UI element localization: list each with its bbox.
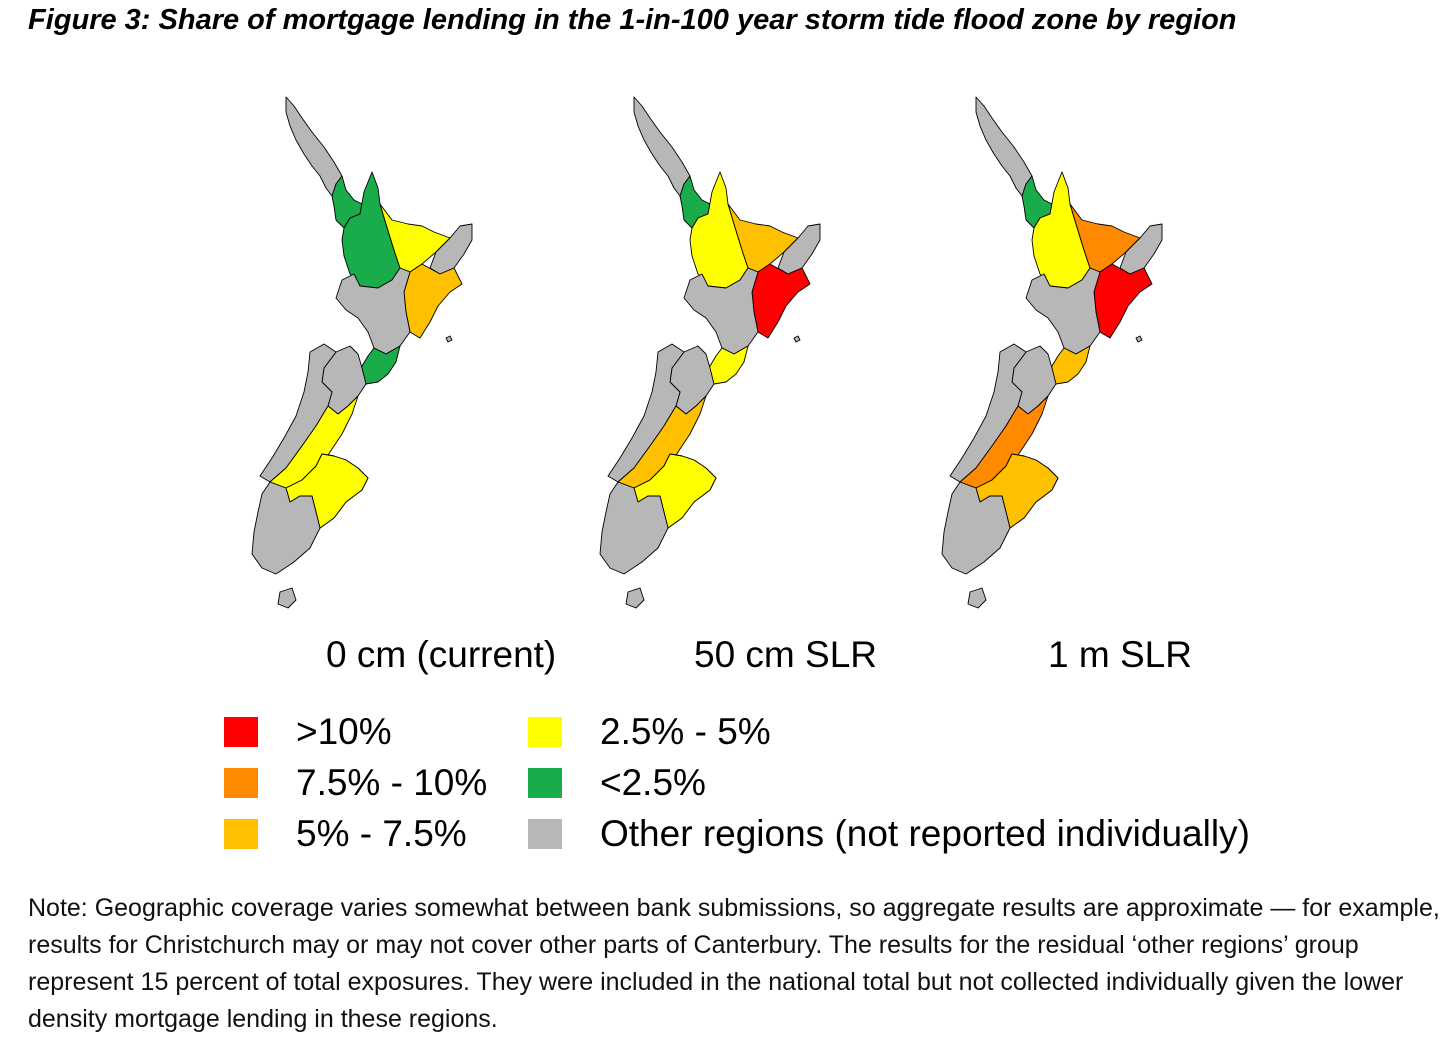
figure-note: Note: Geographic coverage varies somewha… bbox=[28, 894, 1440, 1033]
scenario-label-current: 0 cm (current) bbox=[326, 634, 557, 675]
stewart-island bbox=[277, 587, 297, 609]
legend-swatch-7-10 bbox=[224, 768, 258, 798]
chatham-dot bbox=[445, 335, 453, 343]
map-current bbox=[250, 92, 550, 622]
region-hawkes-bay bbox=[1093, 263, 1153, 339]
legend-item-lt2-5: <2.5% bbox=[528, 761, 706, 805]
region-wellington bbox=[703, 345, 749, 385]
legend-label: 5% - 7.5% bbox=[296, 813, 467, 854]
legend-label: Other regions (not reported individually… bbox=[600, 813, 1250, 854]
region-wellington bbox=[355, 345, 401, 385]
chatham-dot bbox=[793, 335, 801, 343]
region-hawkes-bay bbox=[751, 263, 811, 339]
figure-title: Figure 3: Share of mortgage lending in t… bbox=[28, 4, 1237, 36]
legend-label: 2.5% - 5% bbox=[600, 711, 771, 752]
region-gisborne bbox=[777, 223, 821, 275]
region-gisborne bbox=[1119, 223, 1163, 275]
region-central-north bbox=[335, 267, 411, 355]
legend-label: >10% bbox=[296, 711, 392, 752]
region-wellington bbox=[1045, 345, 1091, 385]
region-central-north bbox=[683, 267, 759, 355]
region-hawkes-bay bbox=[403, 263, 463, 339]
legend-item-other: Other regions (not reported individually… bbox=[528, 812, 1250, 856]
nz-map-svg bbox=[941, 96, 1163, 609]
legend-item-gt10: >10% bbox=[224, 710, 392, 754]
map-50cm-slr bbox=[598, 92, 898, 622]
legend-swatch-gt10 bbox=[224, 717, 258, 747]
region-southland bbox=[251, 481, 321, 575]
region-northland bbox=[633, 96, 691, 197]
legend-label: 7.5% - 10% bbox=[296, 762, 488, 803]
region-gisborne bbox=[429, 223, 473, 275]
region-southland bbox=[599, 481, 669, 575]
region-central-north bbox=[1025, 267, 1101, 355]
nz-map-svg bbox=[251, 96, 473, 609]
legend-swatch-lt2-5 bbox=[528, 768, 562, 798]
region-northland bbox=[975, 96, 1033, 197]
legend-swatch-5-7 bbox=[224, 819, 258, 849]
scenario-label-50cm: 50 cm SLR bbox=[694, 634, 878, 675]
region-northland bbox=[285, 96, 343, 197]
legend-item-5-7: 5% - 7.5% bbox=[224, 812, 467, 856]
legend-swatch-2-5 bbox=[528, 717, 562, 747]
legend-item-2-5: 2.5% - 5% bbox=[528, 710, 771, 754]
legend-item-7-10: 7.5% - 10% bbox=[224, 761, 487, 805]
stewart-island bbox=[967, 587, 987, 609]
region-southland bbox=[941, 481, 1011, 575]
chatham-dot bbox=[1135, 335, 1143, 343]
scenario-label-1m: 1 m SLR bbox=[1048, 634, 1192, 675]
nz-map-svg bbox=[599, 96, 821, 609]
legend-swatch-other bbox=[528, 819, 562, 849]
map-1m-slr bbox=[940, 92, 1240, 622]
stewart-island bbox=[625, 587, 645, 609]
legend-label: <2.5% bbox=[600, 762, 706, 803]
